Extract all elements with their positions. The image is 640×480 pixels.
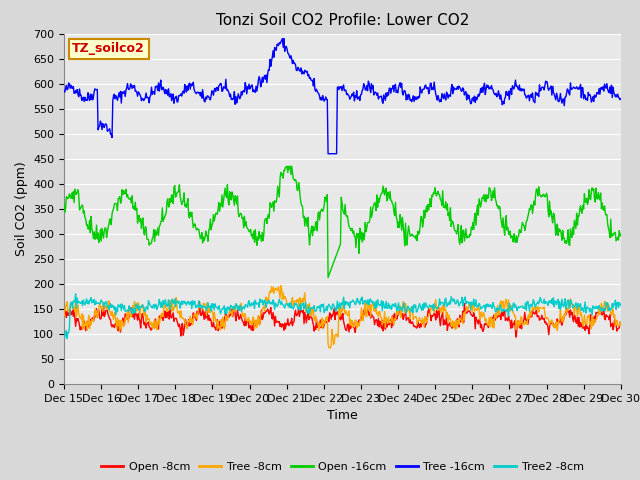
Title: Tonzi Soil CO2 Profile: Lower CO2: Tonzi Soil CO2 Profile: Lower CO2 bbox=[216, 13, 469, 28]
Text: TZ_soilco2: TZ_soilco2 bbox=[72, 42, 145, 55]
Legend: Open -8cm, Tree -8cm, Open -16cm, Tree -16cm, Tree2 -8cm: Open -8cm, Tree -8cm, Open -16cm, Tree -… bbox=[97, 457, 588, 477]
Y-axis label: Soil CO2 (ppm): Soil CO2 (ppm) bbox=[15, 161, 28, 256]
X-axis label: Time: Time bbox=[327, 409, 358, 422]
